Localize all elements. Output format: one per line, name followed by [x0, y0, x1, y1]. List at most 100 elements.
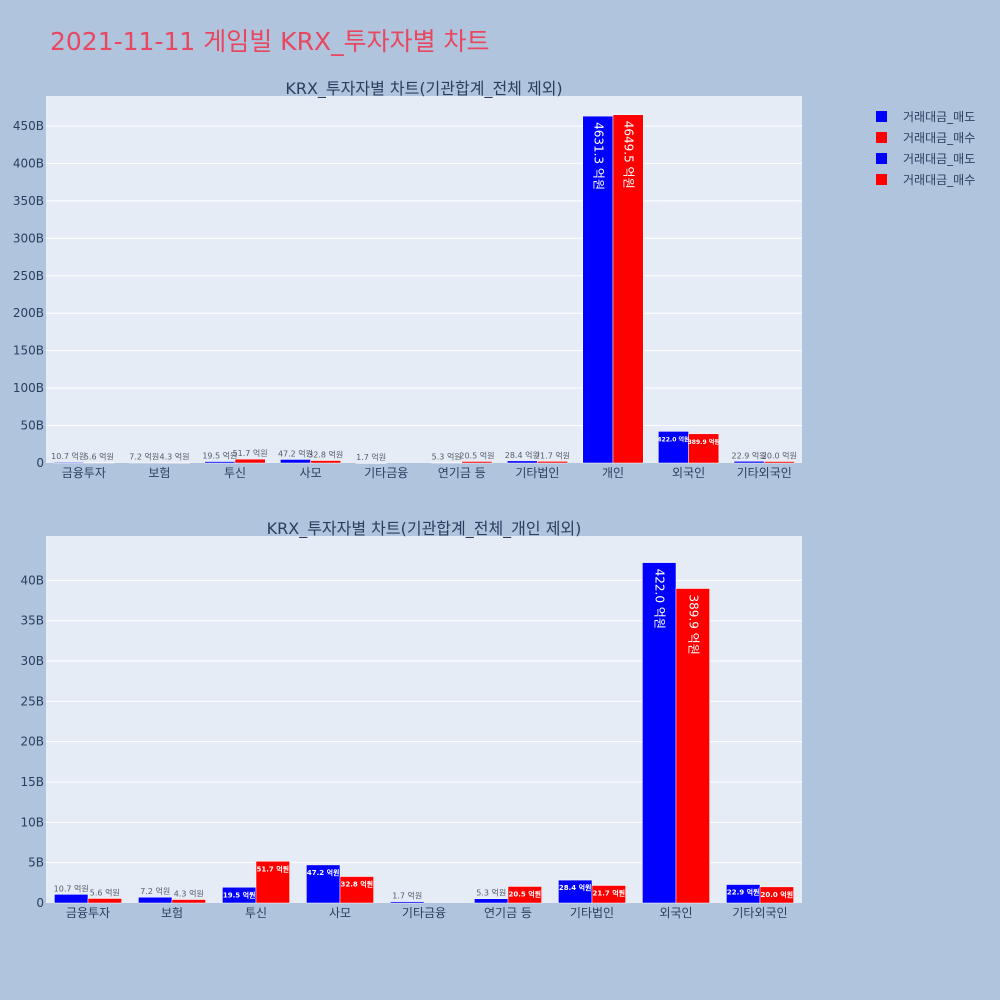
data-label: 21.7 억원	[593, 888, 626, 897]
y-tick-label: 5B	[28, 856, 44, 870]
legend-label: 거래대금_매수	[903, 173, 976, 187]
x-tick-label: 투신	[224, 466, 246, 480]
y-tick-label: 25B	[20, 694, 44, 708]
x-tick-label: 사모	[329, 906, 351, 920]
data-label: 19.5 억원	[202, 451, 237, 461]
x-tick-label: 기타금융	[364, 466, 408, 480]
bar	[355, 462, 387, 464]
x-tick-label: 기타법인	[515, 466, 559, 480]
bar	[461, 461, 493, 464]
bar	[339, 876, 374, 904]
y-tick-label: 35B	[20, 614, 44, 628]
data-label: 51.7 억원	[233, 448, 268, 458]
y-tick-label: 10B	[20, 815, 44, 829]
bar	[255, 861, 290, 904]
legend-label: 거래대금_매수	[903, 131, 976, 145]
legend-swatch-sell	[876, 153, 887, 164]
legend[interactable]: 거래대금_매도 거래대금_매수 거래대금_매도 거래대금_매수	[876, 106, 975, 190]
bar	[83, 462, 115, 464]
bar	[507, 886, 542, 904]
data-label: 7.2 억원	[129, 451, 159, 461]
x-tick-label: 금융투자	[62, 466, 106, 480]
x-tick-label: 연기금 등	[484, 906, 532, 920]
x-tick-label: 보험	[148, 466, 170, 480]
y-tick-label: 20B	[20, 735, 44, 749]
data-label: 51.7 억원	[257, 864, 290, 873]
data-label: 5.3 억원	[432, 452, 462, 462]
bar	[128, 462, 160, 464]
data-label: 4631.3 억원	[591, 122, 605, 190]
data-label: 422.0 억원	[653, 569, 667, 629]
bar	[54, 894, 89, 904]
data-label: 10.7 억원	[54, 883, 89, 893]
bar	[53, 461, 85, 464]
chart-title: KRX_투자자별 차트(기관합계_전체 제외)	[285, 79, 562, 99]
data-label: 47.2 억원	[278, 448, 313, 458]
data-label: 5.6 억원	[84, 452, 114, 462]
data-label: 21.7 억원	[535, 450, 570, 460]
x-tick-label: 개인	[602, 466, 624, 480]
bar	[171, 899, 206, 904]
y-tick-label: 250B	[13, 269, 44, 283]
bar	[204, 461, 236, 464]
data-label: 20.5 억원	[459, 450, 494, 460]
bar	[675, 588, 710, 904]
data-label: 32.8 억원	[308, 450, 343, 460]
bar	[582, 115, 614, 464]
y-tick-label: 350B	[13, 194, 44, 208]
bar	[390, 901, 425, 904]
data-label: 1.7 억원	[392, 891, 422, 901]
legend-label: 거래대금_매도	[903, 110, 976, 124]
bar	[306, 864, 341, 904]
legend-item[interactable]: 거래대금_매수	[876, 127, 975, 148]
data-label: 4.3 억원	[174, 889, 204, 899]
data-label: 10.7 억원	[51, 451, 86, 461]
bar	[688, 433, 720, 464]
bar	[658, 431, 689, 464]
x-tick-label: 외국인	[672, 466, 705, 480]
bar	[612, 114, 644, 464]
data-label: 7.2 억원	[140, 886, 170, 896]
data-label: 19.5 억원	[223, 890, 256, 899]
bar	[138, 896, 173, 904]
x-tick-label: 기타법인	[570, 906, 614, 920]
y-tick-label: 0	[36, 896, 44, 910]
bar	[234, 458, 266, 464]
y-tick-label: 400B	[13, 156, 44, 170]
bar	[159, 462, 190, 464]
y-tick-label: 100B	[13, 381, 44, 395]
data-label: 422.0 억원	[657, 435, 690, 443]
data-label: 20.5 억원	[509, 889, 542, 898]
data-label: 47.2 억원	[307, 868, 340, 877]
bar	[759, 886, 794, 904]
bar	[506, 460, 538, 464]
data-label: 389.9 억원	[688, 438, 721, 446]
bar	[87, 898, 122, 904]
data-label: 22.9 억원	[732, 450, 767, 460]
x-tick-label: 연기금 등	[438, 466, 486, 480]
data-label: 4649.5 억원	[622, 121, 636, 189]
y-tick-label: 40B	[20, 573, 44, 587]
legend-item[interactable]: 거래대금_매도	[876, 106, 975, 127]
data-label: 22.9 억원	[727, 888, 760, 897]
chart-title: KRX_투자자별 차트(기관합계_전체_개인 제외)	[267, 519, 582, 539]
y-tick-label: 300B	[13, 231, 44, 245]
bar	[431, 462, 463, 464]
bar	[763, 461, 795, 464]
legend-swatch-sell	[876, 111, 887, 122]
legend-item[interactable]: 거래대금_매도	[876, 148, 975, 169]
bar	[537, 461, 568, 464]
y-tick-label: 0	[36, 456, 44, 470]
legend-swatch-buy	[876, 174, 887, 185]
x-tick-label: 기타외국인	[737, 466, 792, 480]
x-tick-label: 외국인	[659, 906, 692, 920]
y-tick-label: 200B	[13, 306, 44, 320]
bar	[591, 885, 626, 904]
y-tick-label: 150B	[13, 344, 44, 358]
y-tick-label: 50B	[20, 419, 44, 433]
legend-label: 거래대금_매도	[903, 152, 976, 166]
bar	[733, 461, 765, 464]
legend-item[interactable]: 거래대금_매수	[876, 169, 975, 190]
data-label: 32.8 억원	[341, 880, 374, 889]
